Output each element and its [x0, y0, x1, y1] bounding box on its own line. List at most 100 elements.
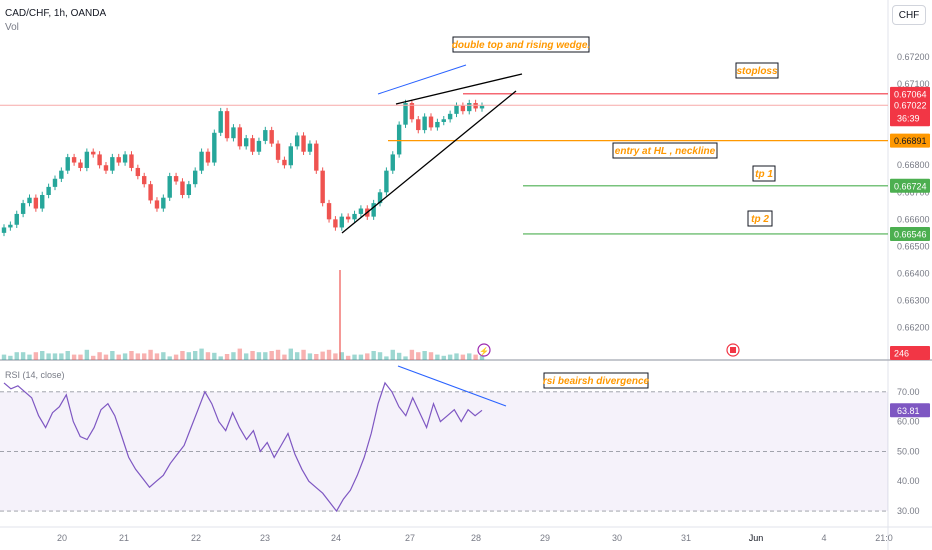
- rsi-divergence-note-box: [543, 372, 649, 389]
- volume-bar: [275, 349, 281, 360]
- time-tick-label: 4: [821, 533, 826, 543]
- price-tick-label: 0.66500: [897, 241, 930, 251]
- volume-bar: [326, 349, 332, 360]
- volume-bar: [40, 351, 45, 360]
- volume-bar: [20, 352, 26, 360]
- countdown-tag: 36:39: [897, 114, 920, 124]
- candle-body: [186, 184, 192, 195]
- candle-body: [454, 105, 459, 114]
- volume-bar: [441, 355, 446, 360]
- candle-body: [180, 181, 185, 195]
- last-price-bg: [890, 98, 930, 127]
- lightning-glyph: ⚡: [479, 346, 489, 356]
- volume-bar: [84, 349, 90, 360]
- volume-bar: [224, 354, 230, 360]
- volume-bar: [269, 351, 274, 360]
- volume-bar: [122, 353, 128, 360]
- volume-bar: [161, 352, 166, 360]
- candle-body: [301, 135, 306, 152]
- price-tick-label: 0.66200: [897, 323, 930, 333]
- candle-body: [473, 103, 478, 109]
- candle-body: [396, 124, 402, 155]
- volume-bar: [91, 355, 96, 360]
- candle-body: [84, 151, 90, 168]
- rsi-tick-label: 40.00: [897, 476, 920, 486]
- candle-body: [390, 154, 395, 171]
- candle-body: [167, 176, 172, 198]
- rsi-title: RSI (14, close): [5, 370, 65, 380]
- candle-body: [129, 154, 134, 168]
- volume-bar: [416, 352, 421, 360]
- volume-bar: [205, 352, 211, 360]
- candle-body: [416, 119, 421, 131]
- volume-bar: [186, 352, 192, 360]
- symbol-title: CAD/CHF, 1h, OANDA: [5, 8, 107, 19]
- candle-body: [294, 135, 300, 147]
- flag-glyph: [730, 347, 736, 353]
- candle-body: [320, 170, 325, 204]
- candle-body: [460, 105, 466, 112]
- volume-bar: [231, 352, 236, 360]
- volume-bar: [52, 353, 58, 360]
- price-trend-marker: [377, 64, 467, 95]
- candle-body: [135, 167, 141, 177]
- volume-bar: [294, 352, 300, 360]
- volume-bar: [377, 352, 383, 360]
- volume-label: Vol: [5, 22, 19, 33]
- volume-bar: [243, 353, 249, 360]
- volume-bar: [212, 352, 217, 360]
- time-tick-label: 24: [331, 533, 341, 543]
- volume-bar: [345, 355, 351, 360]
- candle-body: [148, 184, 153, 201]
- candle-body: [212, 132, 217, 163]
- time-tick-label: 23: [260, 533, 270, 543]
- stoploss-price-tag: 0.67064: [894, 89, 927, 99]
- volume-spike: [339, 270, 341, 360]
- volume-bar: [339, 352, 344, 360]
- currency-button[interactable]: CHF: [892, 5, 926, 25]
- candle-body: [46, 186, 51, 195]
- candle-body: [103, 165, 109, 171]
- rsi-tick-label: 70.00: [897, 387, 920, 397]
- candle-body: [435, 121, 440, 128]
- candle-body: [441, 119, 446, 122]
- volume-bar: [371, 351, 376, 360]
- volume-bar: [154, 353, 160, 360]
- volume-bar: [467, 353, 472, 360]
- candle-body: [27, 197, 32, 204]
- candle-body: [333, 219, 338, 228]
- volume-bar: [282, 354, 287, 360]
- volume-bar: [173, 354, 179, 360]
- price-tick-label: 0.66600: [897, 214, 930, 224]
- volume-bar: [263, 352, 268, 360]
- volume-bar: [27, 354, 32, 360]
- volume-bar: [358, 354, 364, 360]
- tp2-note: tp 2: [751, 214, 769, 225]
- candle-body: [199, 151, 204, 171]
- candle-body: [218, 111, 223, 133]
- tp1-price-tag: 0.66724: [894, 181, 927, 191]
- rsi-value-tag: 63.81: [897, 406, 920, 416]
- time-tick-label: 30: [612, 533, 622, 543]
- entry-note-box: [612, 142, 718, 159]
- candle-body: [345, 216, 351, 220]
- pattern-note: double top and rising wedge.: [452, 40, 590, 51]
- volume-bar: [33, 352, 39, 360]
- volume-bar: [148, 349, 153, 360]
- candle-body: [91, 151, 96, 155]
- candle-body: [250, 138, 255, 152]
- candle-body: [275, 143, 281, 160]
- candle-body: [326, 203, 332, 220]
- volume-bar: [193, 351, 198, 360]
- candle-body: [377, 192, 383, 204]
- candle-body: [403, 103, 408, 125]
- volume-bar: [288, 348, 293, 360]
- entry-note: entry at HL , neckline: [615, 146, 716, 157]
- tp1-price-tag-bg: [890, 178, 930, 193]
- volume-bar: [307, 353, 313, 360]
- time-tick-label: 28: [471, 533, 481, 543]
- candle-body: [307, 143, 313, 152]
- candle-body: [256, 140, 262, 152]
- volume-bar: [396, 352, 402, 360]
